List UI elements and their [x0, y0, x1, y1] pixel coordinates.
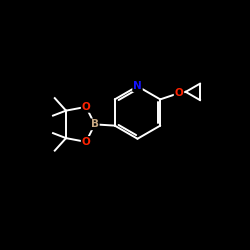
Text: O: O — [174, 88, 183, 98]
Text: N: N — [133, 81, 142, 91]
Text: B: B — [91, 120, 99, 130]
Text: O: O — [82, 137, 90, 147]
Text: O: O — [82, 102, 90, 112]
